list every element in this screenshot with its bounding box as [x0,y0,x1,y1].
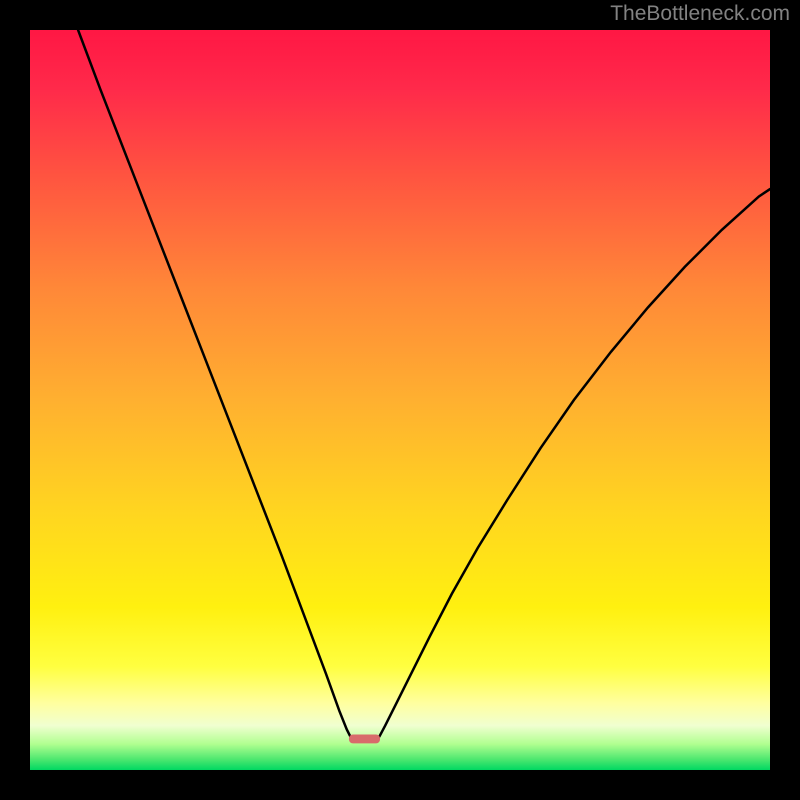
chart-background [30,30,770,770]
watermark-text: TheBottleneck.com [610,2,790,26]
chart-svg [30,30,770,770]
bottleneck-marker [349,734,380,743]
chart-area [30,30,770,770]
